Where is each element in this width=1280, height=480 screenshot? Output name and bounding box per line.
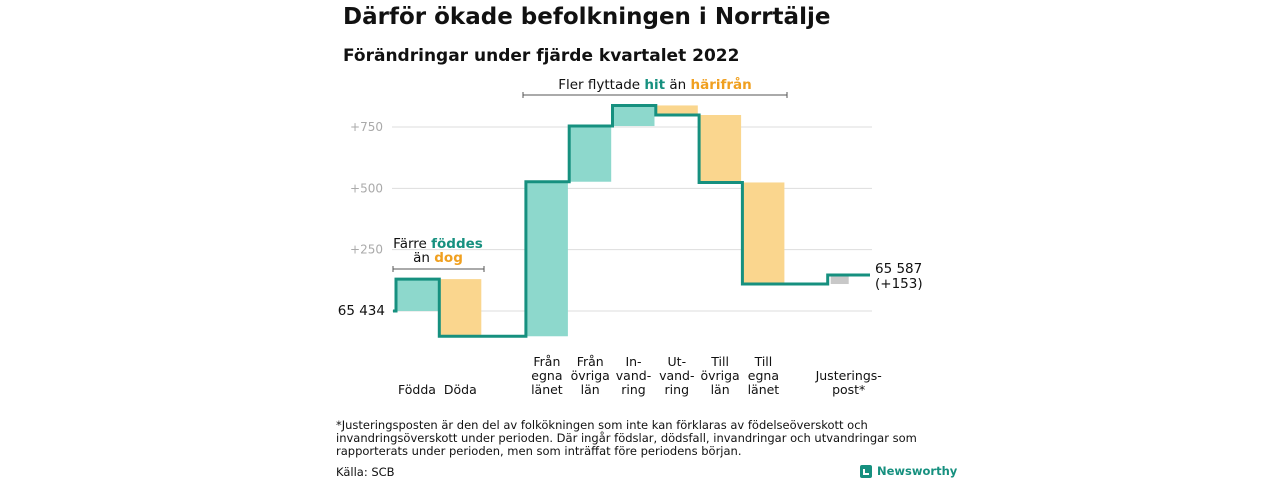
annotation-text: Färre <box>393 236 431 252</box>
x-tick-label: län <box>581 382 600 397</box>
y-tick-label: +250 <box>350 243 383 257</box>
annotation-highlight: härifrån <box>691 76 752 93</box>
bar <box>655 105 698 116</box>
x-tick-label: övriga <box>571 368 610 383</box>
start-value-label: 65 434 <box>338 303 385 319</box>
x-tick-label: egna <box>748 368 779 383</box>
y-tick-label: +500 <box>350 181 383 195</box>
bar <box>569 126 612 182</box>
brand-name: Newsworthy <box>877 464 958 478</box>
newsworthy-logo-icon <box>860 464 872 478</box>
cumulative-step-line <box>393 103 870 338</box>
annotation-highlight: föddes <box>431 236 483 252</box>
x-tick-label: post* <box>832 382 865 397</box>
x-tick-label: länet <box>748 382 780 397</box>
bar <box>612 105 655 127</box>
annotation-text: Fler flyttade <box>558 77 644 93</box>
annotation-deaths: än dog <box>413 250 463 266</box>
brand-logo: Newsworthy <box>860 464 957 478</box>
x-tick-label: Justerings- <box>815 368 882 383</box>
bar <box>830 274 849 285</box>
annotation-text: än <box>665 77 690 93</box>
x-tick-label: Till <box>710 354 729 369</box>
x-tick-label: Döda <box>444 382 477 397</box>
x-tick-label: vand- <box>616 368 651 383</box>
end-change-label: (+153) <box>875 276 923 292</box>
x-tick-label: Från <box>577 354 604 369</box>
annotation-highlight: dog <box>434 250 463 266</box>
x-tick-label: Födda <box>398 382 436 397</box>
x-tick-label: övriga <box>700 368 739 383</box>
x-tick-label: In- <box>625 354 641 369</box>
end-value-label: 65 587 <box>875 261 922 277</box>
x-tick-label: vand- <box>659 368 694 383</box>
bar <box>742 182 785 285</box>
x-tick-label: Från <box>533 354 560 369</box>
source-label: Källa: SCB <box>336 465 395 479</box>
x-tick-label: Till <box>754 354 773 369</box>
annotation-migration: Fler flyttade hit än härifrån <box>558 76 752 93</box>
bar <box>439 279 482 337</box>
chart-title: Därför ökade befolkningen i Norrtälje <box>343 4 831 30</box>
bar <box>525 181 568 337</box>
y-tick-label: +750 <box>350 120 383 134</box>
annotation-births: Färre föddes <box>393 236 483 252</box>
x-tick-label: län <box>711 382 730 397</box>
x-tick-label: Ut- <box>668 354 687 369</box>
x-tick-label: egna <box>531 368 562 383</box>
bar <box>699 115 742 183</box>
annotation-highlight: hit <box>644 77 665 93</box>
x-tick-label: ring <box>665 382 689 397</box>
footnote: *Justeringsposten är den del av folkökni… <box>336 418 917 458</box>
chart-subtitle: Förändringar under fjärde kvartalet 2022 <box>343 46 740 66</box>
x-tick-label: ring <box>621 382 645 397</box>
bar <box>396 279 438 311</box>
annotation-text: än <box>413 250 434 266</box>
x-tick-label: länet <box>531 382 563 397</box>
